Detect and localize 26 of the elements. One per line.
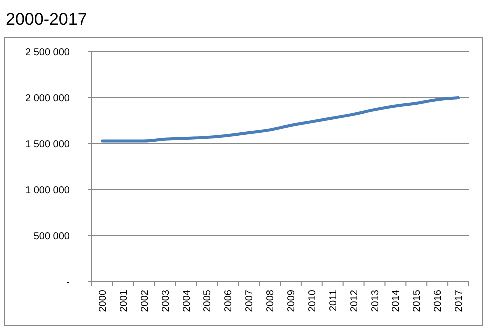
x-tick-label: 2010 [307, 290, 318, 312]
y-tick-label: 2 000 000 [26, 94, 70, 104]
x-tick-label: 2015 [412, 290, 424, 312]
x-tick-label: 2004 [182, 290, 193, 312]
x-tick-label: 2006 [224, 290, 235, 312]
x-tick-label: 2007 [244, 290, 256, 312]
x-tick-label: 2012 [349, 290, 360, 312]
y-tick-label: - [66, 278, 70, 288]
x-tick-label: 2008 [266, 290, 277, 312]
x-tick-label: 2001 [118, 290, 130, 312]
x-tick-label: 2014 [391, 290, 402, 312]
x-tick-label: 2002 [140, 290, 151, 312]
x-tick-label: 2000 [98, 290, 109, 312]
y-tick-label: 500 000 [34, 232, 70, 242]
y-tick-label: 2 500 000 [26, 48, 70, 58]
x-tick-label: 2005 [202, 290, 214, 312]
x-tick-label: 2013 [370, 290, 382, 312]
x-tick-label: 2016 [433, 290, 444, 312]
x-tick-label: 2009 [286, 290, 298, 312]
x-tick-label: 2003 [160, 290, 172, 312]
x-tick-label: 2017 [454, 290, 466, 312]
y-tick-label: 1 500 000 [26, 140, 70, 150]
y-tick-label: 1 000 000 [26, 186, 70, 196]
chart-title: 2000-2017 [6, 10, 88, 29]
x-tick-label: 2011 [328, 290, 340, 312]
line-series [100, 96, 460, 143]
